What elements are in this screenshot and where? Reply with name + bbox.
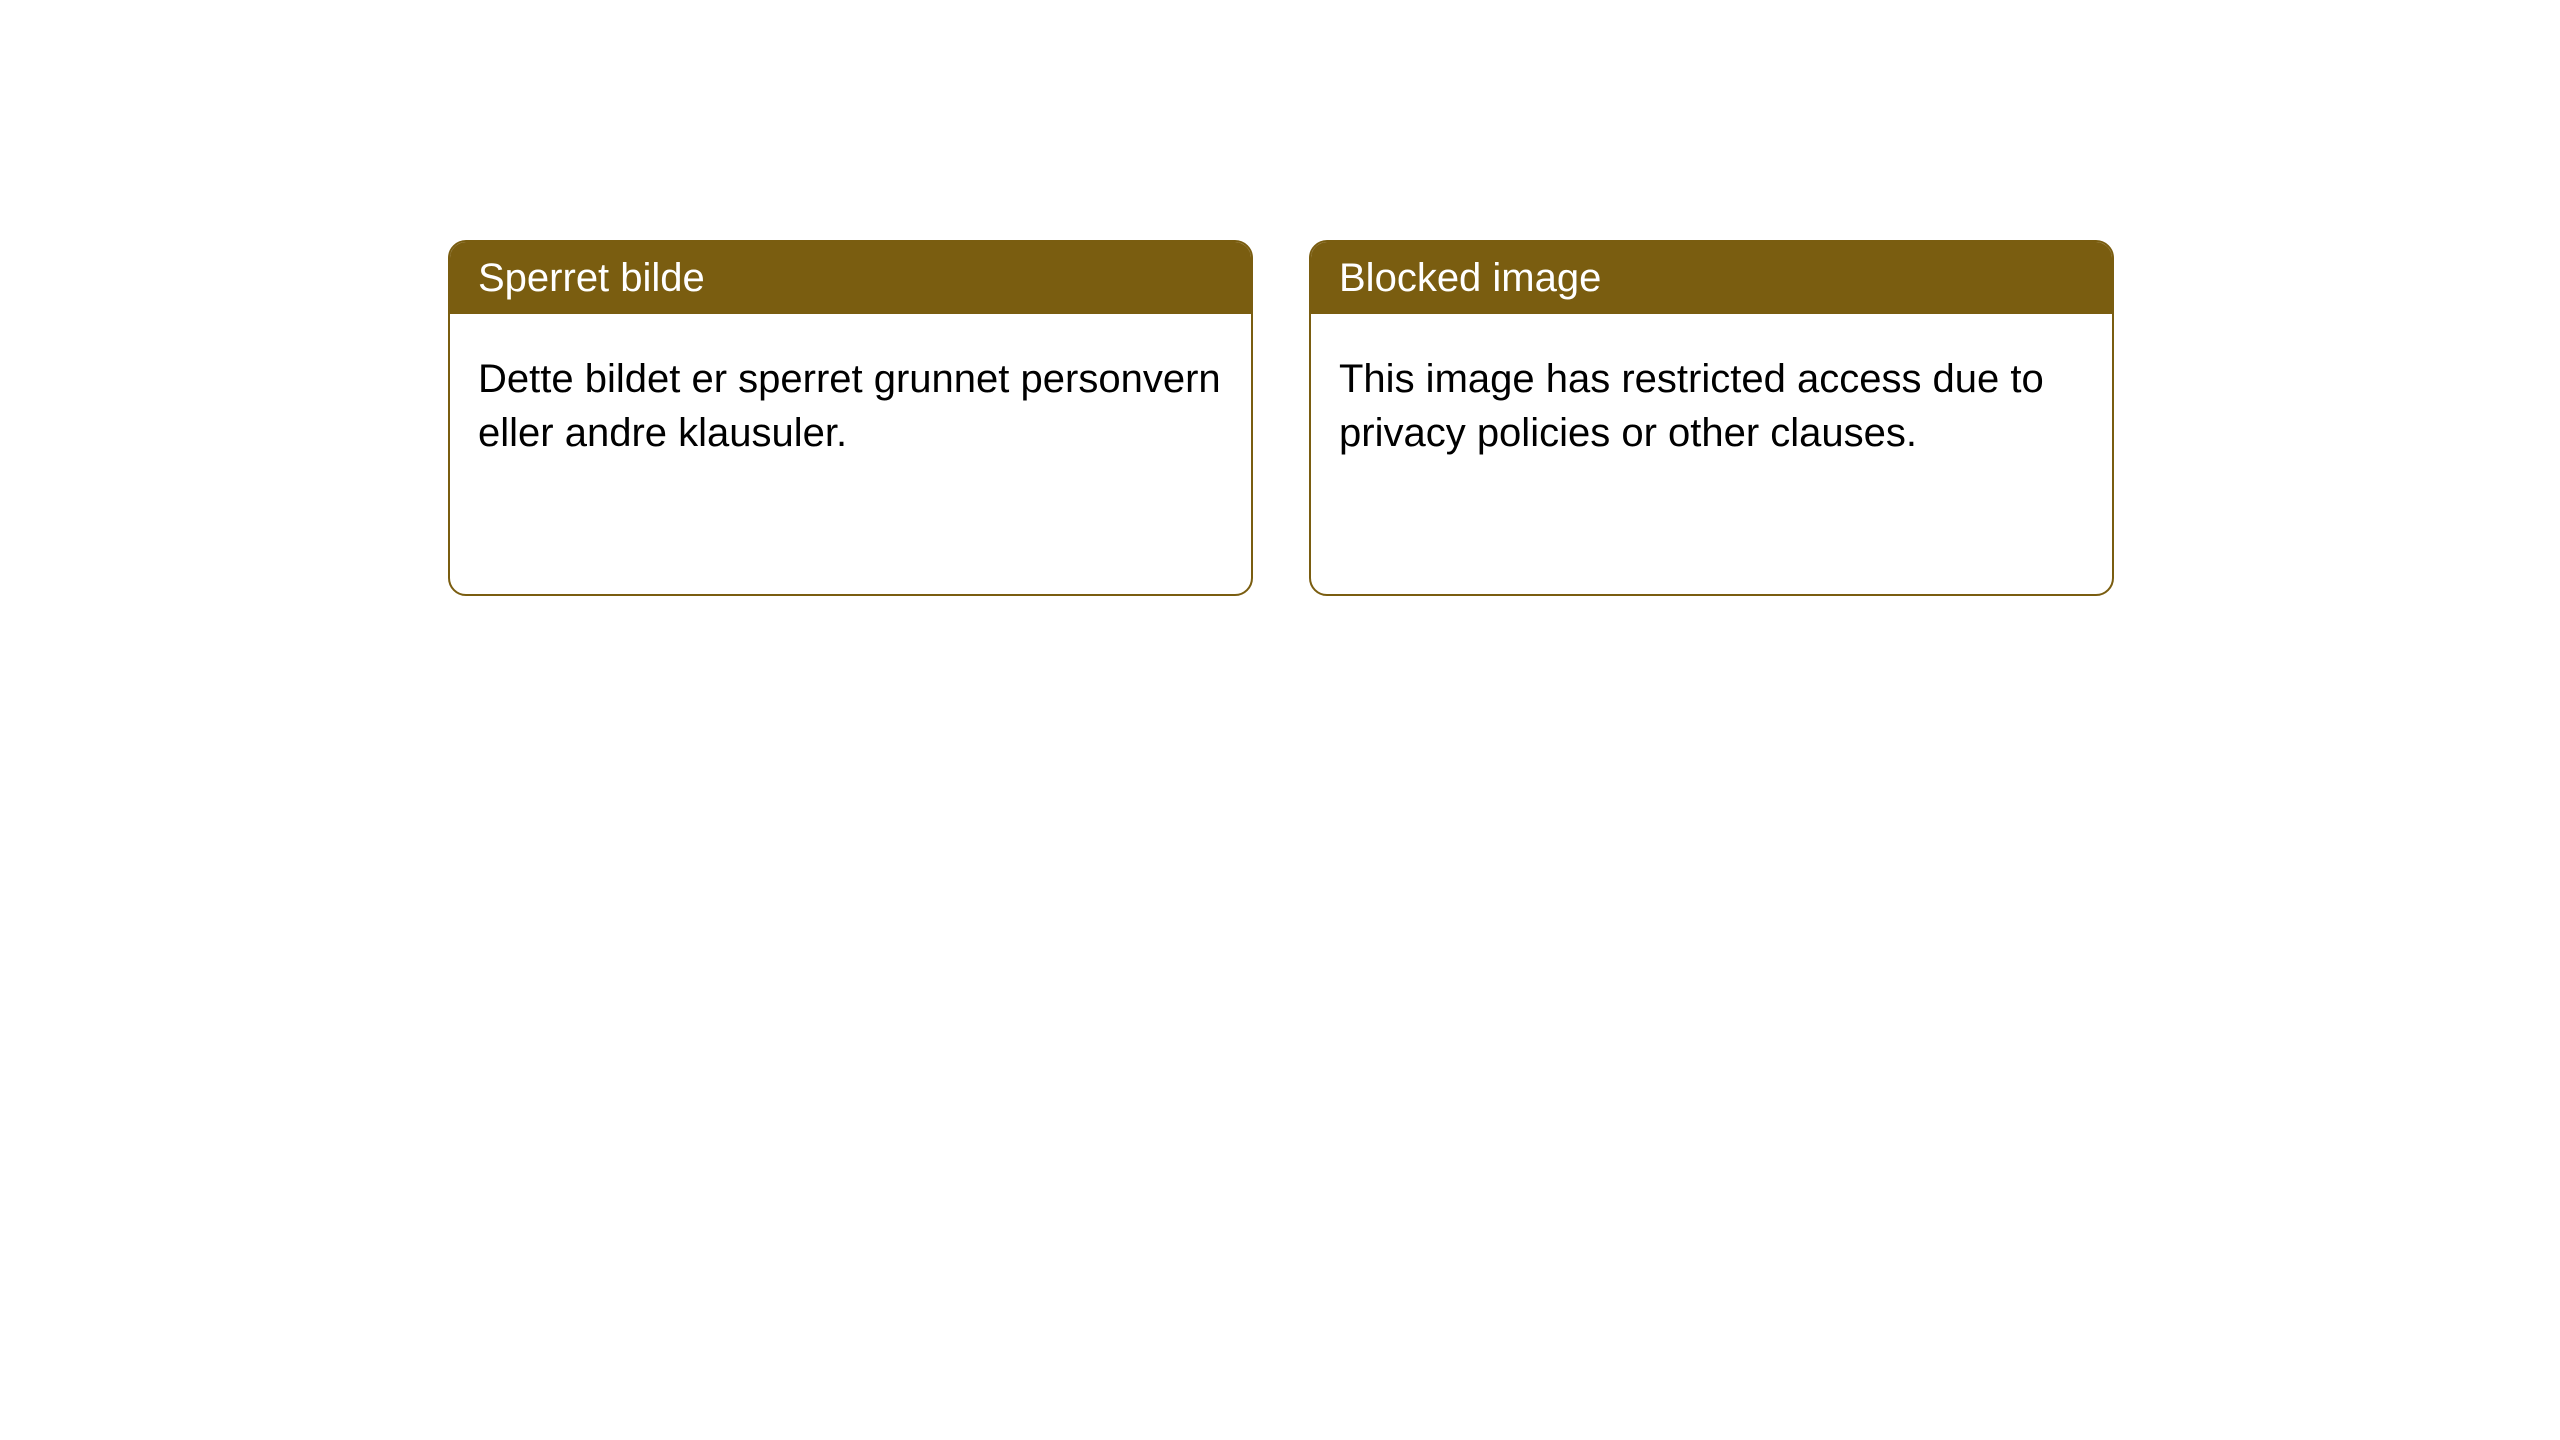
notice-card-norwegian: Sperret bilde Dette bildet er sperret gr… <box>448 240 1253 596</box>
notice-body: This image has restricted access due to … <box>1311 314 2112 594</box>
notice-container: Sperret bilde Dette bildet er sperret gr… <box>0 0 2560 596</box>
notice-title: Blocked image <box>1311 242 2112 314</box>
notice-title: Sperret bilde <box>450 242 1251 314</box>
notice-card-english: Blocked image This image has restricted … <box>1309 240 2114 596</box>
notice-body: Dette bildet er sperret grunnet personve… <box>450 314 1251 594</box>
